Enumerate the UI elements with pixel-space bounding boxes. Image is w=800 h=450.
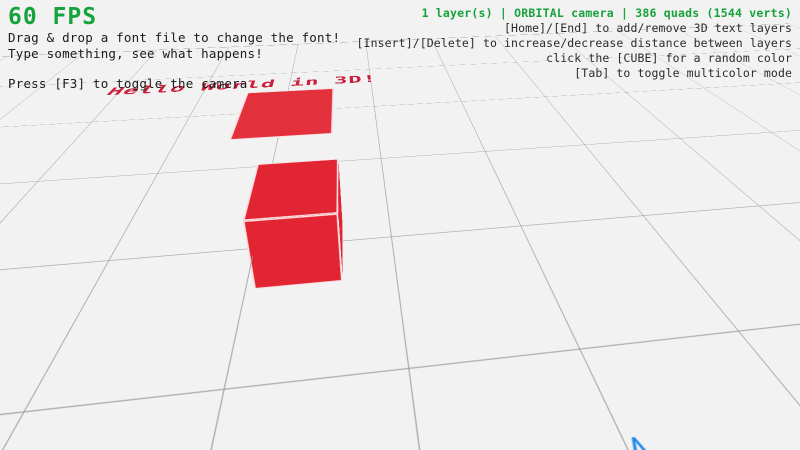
cube-face-top: [228, 88, 335, 141]
cube-face-back: [242, 213, 343, 290]
readout-spacing[interactable]: < SPACING: 0.5 >: [617, 433, 800, 450]
cube-face-right: [338, 158, 343, 282]
scene-title-text: Hello World in 3D!: [102, 73, 378, 99]
random-color-cube[interactable]: [228, 88, 343, 290]
cube-face-bottom: [242, 158, 339, 221]
